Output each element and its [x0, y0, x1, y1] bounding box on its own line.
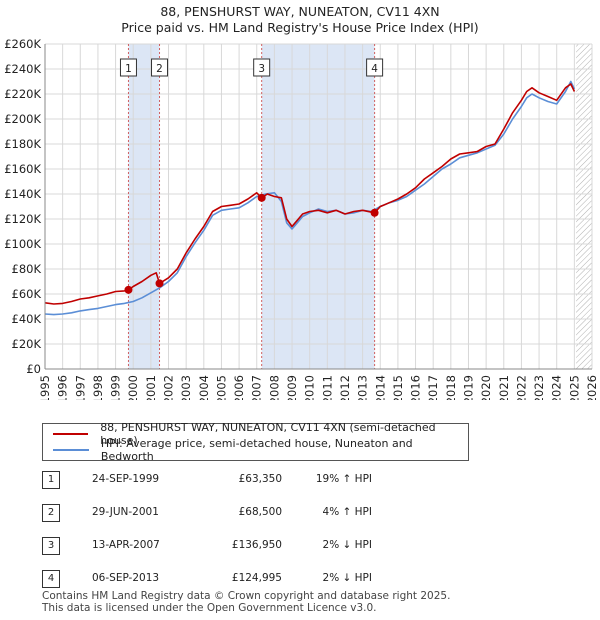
sale-marker-box	[366, 58, 384, 77]
sale-date: 06-SEP-2013	[92, 572, 160, 584]
hpi-line	[44, 80, 576, 316]
legend: 88, PENSHURST WAY, NUNEATON, CV11 4XN (s…	[42, 421, 469, 463]
legend-swatch-hpi	[53, 449, 89, 451]
x-tick-label: 1996	[56, 375, 70, 400]
table-row: 4 06-SEP-2013 £124,995 2% ↓ HPI	[42, 570, 382, 590]
x-tick-label: 2012	[338, 375, 352, 400]
x-tick-label: 2017	[426, 375, 440, 400]
table-row: 1 24-SEP-1999 £63,350 19% ↑ HPI	[42, 471, 382, 491]
y-tick-label: £0	[26, 362, 41, 376]
footer-licence: This data is licensed under the Open Gov…	[42, 602, 377, 614]
sale-marker-box	[253, 58, 271, 77]
x-tick-label: 2004	[197, 375, 211, 400]
sale-point	[257, 193, 266, 202]
x-tick-label: 2005	[214, 375, 228, 400]
table-row: 3 13-APR-2007 £136,950 2% ↓ HPI	[42, 537, 382, 557]
sale-point	[124, 285, 133, 294]
x-tick-label: 2003	[179, 375, 193, 400]
price-chart: 1 2 3 4 £0 £20K £40K £60K £80K £100K £120K £140K £1…	[4, 37, 599, 400]
x-tick-label: 2023	[532, 375, 546, 400]
x-tick-label: 2021	[497, 375, 511, 400]
x-tick-label: 2025	[567, 375, 581, 400]
sale-number-badge: 2	[42, 504, 60, 522]
sale-hpi-change: 2% ↓ HPI	[322, 539, 372, 551]
x-tick-label: 2024	[550, 375, 564, 400]
x-tick-label: 2015	[391, 375, 405, 400]
y-tick-label: £80K	[12, 262, 42, 276]
x-tick-label: 2013	[356, 375, 370, 400]
sale-point	[155, 279, 164, 288]
x-tick-label: 2026	[585, 375, 599, 400]
x-tick-label: 2001	[144, 375, 158, 400]
y-tick-label: £20K	[12, 337, 42, 351]
property-price-line	[44, 83, 576, 305]
sale-price: £136,950	[231, 539, 282, 551]
x-tick-label: 2000	[126, 375, 140, 400]
sale-marker-label: 1	[125, 63, 132, 75]
legend-swatch-property	[53, 433, 89, 435]
chart-subtitle: Price paid vs. HM Land Registry's House …	[121, 20, 479, 35]
legend-label-hpi: HPI: Average price, semi-detached house,…	[100, 437, 413, 463]
sale-hpi-change: 19% ↑ HPI	[315, 473, 372, 485]
footer-copyright: Contains HM Land Registry data © Crown c…	[42, 590, 451, 602]
x-tick-label: 1995	[38, 375, 52, 400]
x-tick-label: 1998	[91, 375, 105, 400]
y-tick-label: £60K	[12, 287, 42, 301]
sale-marker-label: 4	[371, 63, 378, 75]
x-tick-label: 1997	[73, 375, 87, 400]
shaded-period	[261, 44, 375, 369]
sale-date: 24-SEP-1999	[92, 473, 160, 485]
y-tick-label: £100K	[4, 237, 41, 251]
sale-number-badge: 3	[42, 537, 60, 555]
sale-number-badge: 4	[42, 570, 60, 588]
sale-price: £124,995	[231, 572, 282, 584]
legend-item-hpi: HPI: Average price, semi-detached house,…	[53, 437, 468, 463]
sale-date: 13-APR-2007	[92, 539, 160, 551]
y-tick-label: £140K	[4, 187, 41, 201]
sale-price: £63,350	[238, 473, 282, 485]
x-tick-label: 2009	[285, 375, 299, 400]
x-tick-label: 1999	[109, 375, 123, 400]
y-tick-label: £240K	[4, 62, 41, 76]
sale-price: £68,500	[238, 506, 282, 518]
x-tick-label: 2018	[444, 375, 458, 400]
x-tick-label: 2006	[232, 375, 246, 400]
y-tick-label: £40K	[12, 312, 42, 326]
x-tick-label: 2016	[409, 375, 423, 400]
x-tick-label: 2022	[514, 375, 528, 400]
x-tick-label: 2020	[479, 375, 493, 400]
y-tick-label: £180K	[4, 137, 41, 151]
sale-hpi-change: 2% ↓ HPI	[322, 572, 372, 584]
sale-hpi-change: 4% ↑ HPI	[322, 506, 372, 518]
x-tick-label: 2011	[320, 375, 334, 400]
x-tick-label: 2002	[162, 375, 176, 400]
x-tick-label: 2010	[303, 375, 317, 400]
y-tick-label: £260K	[4, 37, 41, 51]
x-tick-label: 2007	[250, 375, 264, 400]
forecast-hatch	[576, 44, 592, 369]
sale-marker-box	[119, 58, 137, 77]
y-tick-label: £160K	[4, 162, 41, 176]
x-tick-label: 2019	[461, 375, 475, 400]
sale-point	[370, 208, 379, 217]
table-row: 2 29-JUN-2001 £68,500 4% ↑ HPI	[42, 504, 382, 524]
sale-number-badge: 1	[42, 471, 60, 489]
y-tick-label: £200K	[4, 112, 41, 126]
x-tick-label: 2014	[373, 375, 387, 400]
legend-label-property: 88, PENSHURST WAY, NUNEATON, CV11 4XN (s…	[100, 421, 436, 447]
x-tick-label: 2008	[267, 375, 281, 400]
sale-date: 29-JUN-2001	[92, 506, 159, 518]
sale-marker-label: 3	[258, 63, 265, 75]
legend-item-property: 88, PENSHURST WAY, NUNEATON, CV11 4XN (s…	[53, 421, 468, 447]
y-tick-label: £220K	[4, 87, 41, 101]
chart-title: 88, PENSHURST WAY, NUNEATON, CV11 4XN	[160, 4, 440, 19]
sale-marker-box	[151, 58, 169, 77]
sale-marker-label: 2	[156, 63, 163, 75]
y-tick-label: £120K	[4, 212, 41, 226]
